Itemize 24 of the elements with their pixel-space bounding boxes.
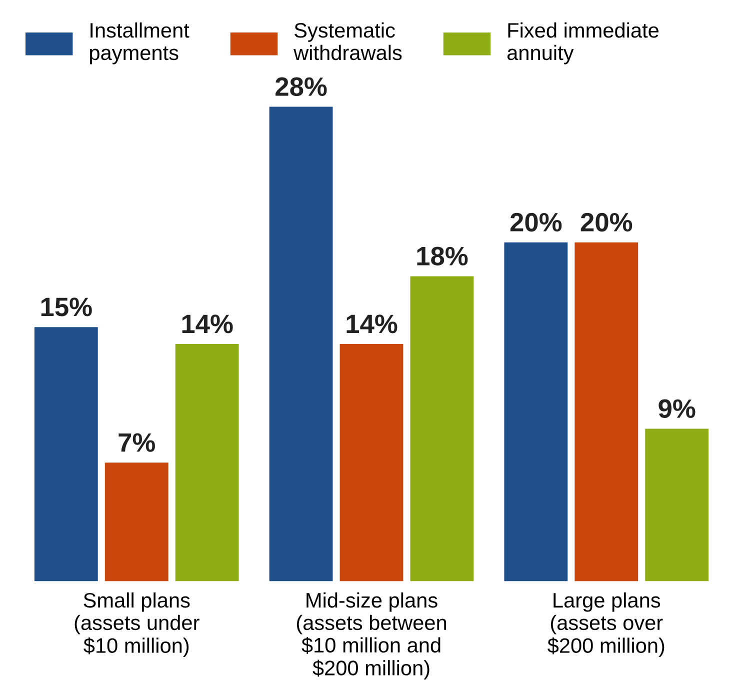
data-label: 14% xyxy=(346,314,398,334)
legend-label: Installment payments xyxy=(90,22,190,64)
data-label: 20% xyxy=(580,212,632,232)
bar xyxy=(504,242,568,582)
bar xyxy=(574,242,638,582)
bar xyxy=(104,462,168,582)
x-tick-label: Mid-size plans (assets between $10 million and $200 million) xyxy=(296,592,446,680)
data-label: 18% xyxy=(417,246,468,266)
data-label: 14% xyxy=(182,314,233,334)
legend-label: Systematic withdrawals xyxy=(294,22,402,60)
data-label: 28% xyxy=(276,77,327,96)
data-label: 15% xyxy=(41,298,92,316)
data-label: 7% xyxy=(118,433,155,452)
x-tick-label: Large plans (assets over $200 million) xyxy=(548,592,664,658)
data-label: 9% xyxy=(658,399,696,418)
legend-label: Fixed immediate annuity xyxy=(507,22,658,64)
x-tick-label: Small plans (assets under $10 million) xyxy=(74,592,200,658)
bar xyxy=(645,428,709,582)
data-label: 20% xyxy=(510,212,562,232)
bar xyxy=(340,344,404,582)
bar xyxy=(269,106,333,582)
bar xyxy=(34,327,98,582)
bar xyxy=(175,344,239,582)
bar xyxy=(410,276,474,582)
